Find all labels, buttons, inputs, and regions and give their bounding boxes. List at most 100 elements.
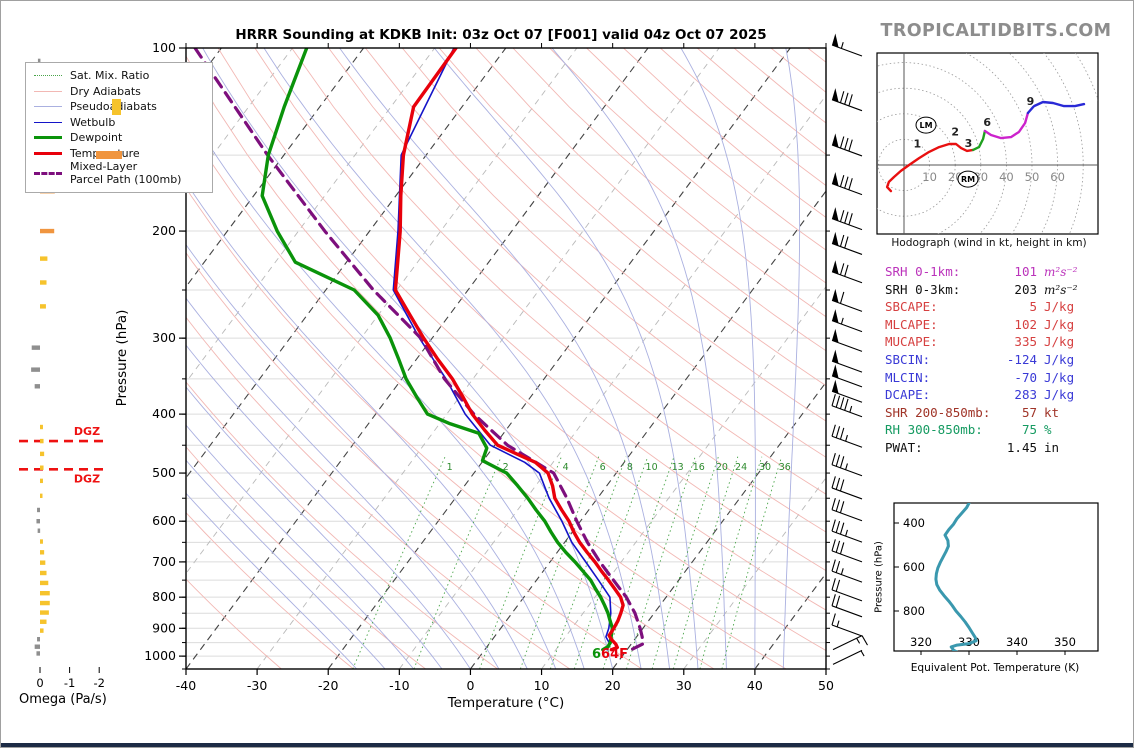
svg-text:8: 8 xyxy=(627,462,633,473)
svg-text:-2: -2 xyxy=(93,676,104,690)
svg-text:200: 200 xyxy=(152,223,176,238)
stat-value: -124 xyxy=(1006,351,1037,367)
stat-value: 75 xyxy=(1021,422,1037,438)
surface-temperature-label: 64F xyxy=(601,647,629,662)
svg-text:DGZ: DGZ xyxy=(74,425,100,438)
legend-item-dewpoint: Dewpoint xyxy=(34,130,204,146)
stat-value: 102 xyxy=(1014,316,1037,332)
stat-unit: kt xyxy=(1044,404,1060,420)
stat-label: SRH 0-1km: xyxy=(885,264,961,279)
stat-row: SHR 200-850mb: 57 kt xyxy=(885,405,1100,423)
svg-text:30: 30 xyxy=(759,462,771,473)
hodograph-caption: Hodograph (wind in kt, height in km) xyxy=(891,237,1087,249)
stat-value: 283 xyxy=(1014,387,1037,403)
stat-label: MUCAPE: xyxy=(885,334,938,350)
legend-label: Sat. Mix. Ratio xyxy=(70,69,150,83)
svg-text:350: 350 xyxy=(1054,635,1076,649)
svg-text:320: 320 xyxy=(910,635,932,649)
stat-unit: J/kg xyxy=(1044,351,1075,367)
legend-label: Wetbulb xyxy=(70,115,116,129)
svg-text:DGZ: DGZ xyxy=(74,472,100,485)
svg-text:2: 2 xyxy=(951,126,959,139)
pseudo-line-sample xyxy=(34,106,62,108)
svg-text:13: 13 xyxy=(672,462,684,473)
legend-item-wetbulb: Wetbulb xyxy=(34,115,204,131)
svg-text:0: 0 xyxy=(466,678,474,693)
stat-label: SBCAPE: xyxy=(885,299,938,315)
stat-value: 101 xyxy=(1014,264,1037,279)
sounding-curves xyxy=(193,48,645,652)
svg-text:10: 10 xyxy=(646,462,658,473)
svg-text:-10: -10 xyxy=(389,678,409,693)
svg-text:6: 6 xyxy=(983,116,991,129)
svg-text:2: 2 xyxy=(503,462,509,473)
wetbulb-line-sample xyxy=(34,121,62,123)
svg-text:400: 400 xyxy=(152,406,176,421)
stat-unit: J/kg xyxy=(1044,387,1075,403)
svg-text:24: 24 xyxy=(735,462,747,473)
svg-text:900: 900 xyxy=(152,620,176,635)
svg-text:0: 0 xyxy=(36,676,43,690)
watermark-logo: TROPICALTIDBITS.COM xyxy=(880,21,1112,41)
stat-row: MLCIN: -70 J/kg xyxy=(885,370,1100,388)
stat-row: RH 300-850mb: 75% xyxy=(885,422,1100,440)
stat-value: 1.45 xyxy=(1006,439,1037,455)
svg-text:1: 1 xyxy=(913,138,921,151)
stat-label: SRH 0-3km: xyxy=(885,281,961,297)
svg-text:100: 100 xyxy=(152,40,176,55)
svg-text:3: 3 xyxy=(965,137,973,150)
svg-text:4: 4 xyxy=(563,462,569,473)
legend-item-dry: Dry Adiabats xyxy=(34,84,204,100)
parcel-line-sample xyxy=(34,172,62,175)
skewt-background-lines xyxy=(186,48,826,669)
svg-text:600: 600 xyxy=(903,560,925,574)
svg-text:400: 400 xyxy=(903,516,925,530)
stat-row: DCAPE: 283 J/kg xyxy=(885,387,1100,405)
legend-label: Dewpoint xyxy=(70,131,123,145)
stat-value: 203 xyxy=(1014,281,1037,297)
wind-barb-column xyxy=(831,33,868,665)
temperature-axis-title: Temperature (°C) xyxy=(447,695,565,711)
svg-text:20: 20 xyxy=(605,678,621,693)
svg-text:36: 36 xyxy=(779,462,791,473)
stat-value: 5 xyxy=(1029,299,1037,315)
svg-text:300: 300 xyxy=(152,330,176,345)
svg-text:500: 500 xyxy=(152,465,176,480)
legend-item-parcel: Mixed-Layer Parcel Path (100mb) xyxy=(34,160,204,186)
svg-text:-30: -30 xyxy=(247,678,267,693)
mixing-ratio-labels: 1 2 4 6 8 10 13 16 20 24 30 36 xyxy=(447,462,791,473)
surface-temp-dewpoint-label: 664F xyxy=(592,647,628,662)
stat-label: RH 300-850mb: xyxy=(885,422,983,438)
svg-text:340: 340 xyxy=(1006,635,1028,649)
svg-text:800: 800 xyxy=(152,589,176,604)
thetae-axis-title: Equivalent Pot. Temperature (K) xyxy=(910,662,1080,674)
stat-label: SHR 200-850mb: xyxy=(885,404,991,420)
stat-unit: in xyxy=(1044,439,1060,455)
svg-text:600: 600 xyxy=(152,513,176,528)
svg-text:1000: 1000 xyxy=(144,648,176,663)
stat-row: SBCIN: -124 J/kg xyxy=(885,352,1100,370)
svg-text:10: 10 xyxy=(922,170,937,184)
svg-text:RM: RM xyxy=(961,175,975,184)
svg-text:9: 9 xyxy=(1027,95,1035,108)
stats-panel: SRH 0-1km: 101 m²s⁻² SRH 0-3km: 203 m²s⁻² SBCA… xyxy=(885,264,1100,458)
svg-text:50: 50 xyxy=(1025,170,1040,184)
svg-text:-20: -20 xyxy=(318,678,338,693)
svg-text:-1: -1 xyxy=(64,676,75,690)
omega-axis-title: Omega (Pa/s) xyxy=(19,692,107,707)
svg-text:40: 40 xyxy=(999,170,1014,184)
footer-bar xyxy=(1,743,1133,747)
svg-text:60: 60 xyxy=(1050,170,1065,184)
surface-dewpoint-label: 6 xyxy=(592,647,602,662)
svg-text:20: 20 xyxy=(716,462,728,473)
stat-row: SBCAPE: 5 J/kg xyxy=(885,299,1100,317)
pressure-axis-title: Pressure (hPa) xyxy=(114,309,130,407)
stat-label: DCAPE: xyxy=(885,387,931,403)
legend-label: Mixed-Layer Parcel Path (100mb) xyxy=(70,160,182,186)
stat-unit: J/kg xyxy=(1044,369,1075,385)
